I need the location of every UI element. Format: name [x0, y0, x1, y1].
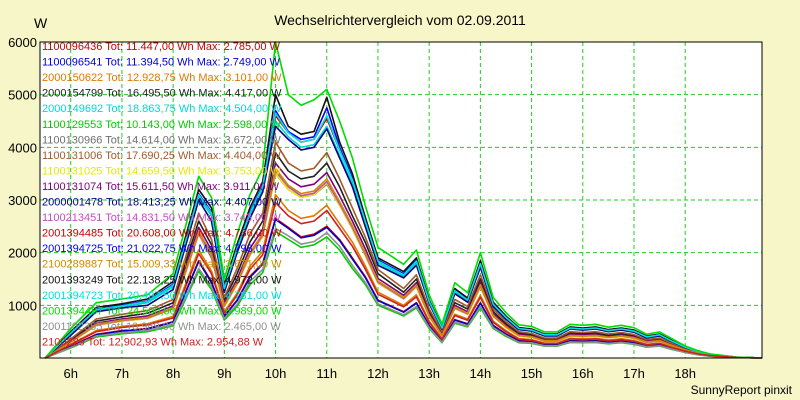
legend-entry-1: 1100096436 Tot: 11.447,00 Wh Max: 2.785,… — [42, 41, 281, 53]
axis-layer: 1000 2000 3000 4000 5000 6000 6h 7h 8h 9h 10h 11h 12… — [8, 35, 763, 381]
legend-entry-9: 1100131025 Tot: 14.659,50 Wh Max: 3.753,… — [42, 165, 281, 177]
legend-entry-16: 2001393249 Tot: 22.138,25 Wh Max: 4.972,… — [42, 274, 282, 286]
y-tick-label: 5000 — [8, 88, 37, 103]
x-tick-label: 16h — [572, 366, 594, 381]
series-line-18 — [44, 41, 763, 359]
plot-frame — [39, 41, 763, 359]
x-tick-label: 15h — [521, 366, 543, 381]
x-tick-label: 12h — [367, 366, 389, 381]
y-tick-label: 4000 — [8, 140, 37, 155]
legend-entry-7: 1100130966 Tot: 14.614,00 Wh Max: 3.672,… — [42, 134, 281, 146]
x-tick-label: 9h — [217, 366, 231, 381]
legend-entry-10: 1100131074 Tot: 15.611,50 Wh Max: 3.911,… — [42, 181, 280, 193]
legend-entry-19: 2001102355 Tot: 10.969,00 Wh Max: 2.465,… — [42, 321, 281, 333]
y-tick-label: 1000 — [8, 298, 37, 313]
series-line-17 — [44, 112, 763, 359]
series-layer — [44, 41, 763, 359]
legend-entry-20: 2100289 Tot: 12.902,93 Wh Max: 2.954,88 … — [42, 336, 264, 348]
legend: 1100096436 Tot: 11.447,00 Wh Max: 2.785,… — [42, 41, 282, 348]
legend-entry-6: 1100129553 Tot: 10.143,00 Wh Max: 2.598,… — [42, 119, 281, 131]
legend-entry-15: 2100289887 Tot: 15.009,33 Wh Max: 3.671,… — [42, 259, 282, 271]
series-line-8 — [44, 141, 763, 359]
legend-entry-12: 1100213451 Tot: 14.831,50 Wh Max: 3.743,… — [42, 212, 281, 224]
series-line-20 — [44, 201, 763, 359]
footer-credit: SunnyReport pinxit — [691, 383, 793, 397]
legend-entry-11: 2000001478 Tot: 18.413,25 Wh Max: 4.407,… — [42, 197, 282, 209]
legend-entry-17: 2001394723 Tot: 20.497,50 Wh Max: 4.781,… — [42, 290, 282, 302]
series-line-19 — [44, 227, 763, 359]
x-tick-label: 7h — [115, 366, 129, 381]
x-tick-label: 14h — [470, 366, 492, 381]
legend-entry-13: 2001394485 Tot: 20.608,00 Wh Max: 4.736,… — [42, 228, 282, 240]
x-tick-label: 8h — [166, 366, 180, 381]
legend-entry-14: 2001394725 Tot: 21.022,75 Wh Max: 4.798,… — [42, 243, 282, 255]
legend-entry-8: 1100131006 Tot: 17.690,25 Wh Max: 4.404,… — [42, 150, 281, 162]
chart-title: Wechselrichtervergleich vom 02.09.2011 — [274, 12, 526, 28]
legend-entry-2: 1100096541 Tot: 11.394,50 Wh Max: 2.749,… — [42, 57, 281, 69]
x-tick-label: 6h — [63, 366, 77, 381]
x-tick-label: 17h — [623, 366, 645, 381]
series-line-15 — [44, 167, 763, 359]
x-tick-label: 11h — [316, 366, 337, 381]
x-tick-label: 13h — [418, 366, 440, 381]
y-tick-label: 3000 — [8, 193, 37, 208]
y-axis-unit: W — [34, 15, 48, 31]
legend-entry-18: 2001394487 Tot: 24.500,00 Wh Max: 5.989,… — [42, 305, 282, 317]
y-tick-label: 6000 — [8, 35, 37, 50]
x-tick-label: 10h — [265, 366, 287, 381]
y-tick-label: 2000 — [8, 246, 37, 261]
legend-entry-5: 2000149692 Tot: 18.863,75 Wh Max: 4.504,… — [42, 103, 282, 115]
legend-entry-3: 2000150622 Tot: 12.928,75 Wh Max: 3.101,… — [42, 72, 282, 84]
x-tick-label: 18h — [674, 366, 696, 381]
legend-entry-4: 2000154799 Tot: 16.495,50 Wh Max: 4.417,… — [42, 88, 282, 100]
